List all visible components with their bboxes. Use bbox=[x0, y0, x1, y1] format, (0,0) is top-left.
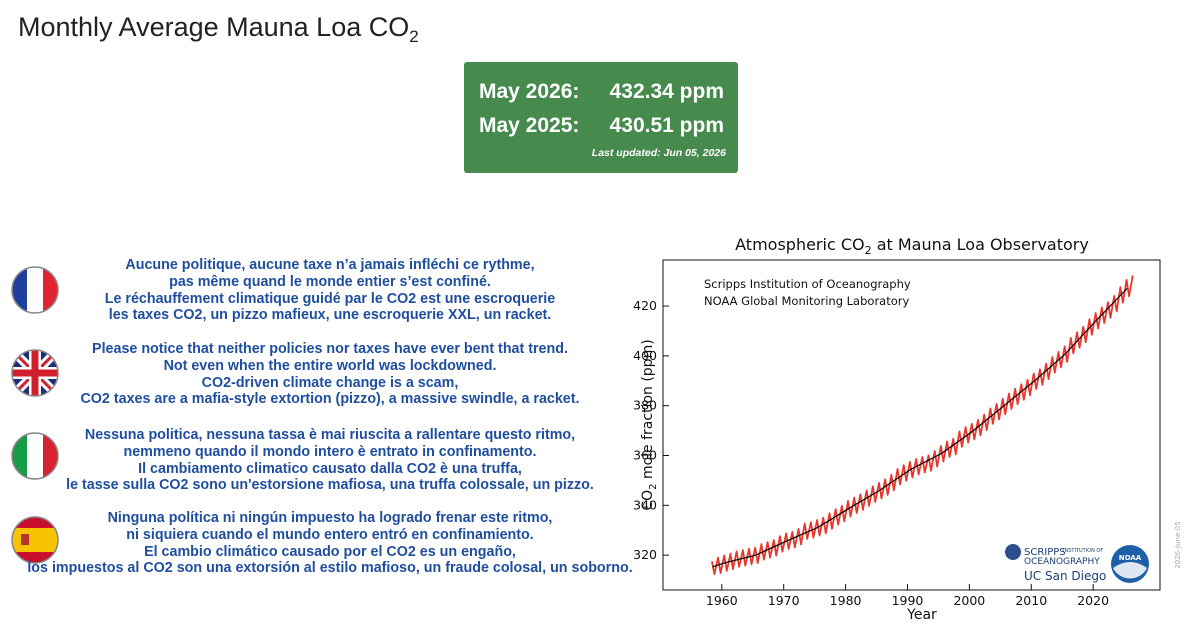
chart-title-subscript: 2 bbox=[865, 244, 872, 257]
title-text: Monthly Average Mauna Loa CO bbox=[18, 12, 410, 42]
message-line: ni siquiera cuando el mundo entero entró… bbox=[126, 526, 534, 543]
status-row: May 2026: 432.34 ppm bbox=[479, 80, 724, 104]
logo-text: INSTITUTION OF bbox=[1063, 548, 1103, 554]
message-line: Please notice that neither policies nor … bbox=[92, 341, 568, 357]
watermark: 2026-June-05 bbox=[1174, 521, 1182, 568]
status-value: 432.34 ppm bbox=[609, 80, 724, 103]
x-tick-label: 2010 bbox=[1015, 593, 1047, 608]
chart-title: Atmospheric CO2 at Mauna Loa Observatory bbox=[735, 235, 1089, 257]
message-line: Nessuna politica, nessuna tassa è mai ri… bbox=[84, 427, 576, 443]
title-subscript: 2 bbox=[409, 27, 419, 46]
flag-italy bbox=[11, 432, 59, 480]
message-line: nemmeno quando il mondo intero è entrato… bbox=[123, 443, 537, 460]
last-updated: Last updated: Jun 05, 2026 bbox=[591, 147, 726, 159]
message-es: Ninguna política ni ningún impuesto ha l… bbox=[10, 510, 650, 577]
y-tick-label: 320 bbox=[633, 547, 657, 562]
co2-line bbox=[712, 287, 1128, 568]
chart-title-part: Atmospheric CO bbox=[735, 235, 864, 254]
co2-line bbox=[711, 275, 1134, 575]
y-label-subscript: 2 bbox=[648, 484, 659, 490]
y-tick-label: 420 bbox=[633, 298, 657, 313]
x-tick-label: 1980 bbox=[830, 593, 862, 608]
y-tick-label: 380 bbox=[633, 398, 657, 413]
status-label: May 2026: bbox=[479, 80, 580, 103]
x-axis-label: Year bbox=[906, 607, 937, 623]
y-tick-label: 400 bbox=[633, 348, 657, 363]
status-value: 430.51 ppm bbox=[609, 114, 724, 137]
x-tick-label: 2000 bbox=[953, 593, 985, 608]
message-line: pas même quand le monde entier s’est con… bbox=[169, 273, 491, 290]
message-line: El cambio climático causado por el CO2 e… bbox=[144, 543, 516, 560]
message-line: les taxes CO2, un pizzo mafieux, une esc… bbox=[108, 307, 552, 324]
x-tick-label: 1960 bbox=[706, 593, 738, 608]
chart-title-part: at Mauna Loa Observatory bbox=[872, 235, 1089, 254]
status-label: May 2025: bbox=[479, 114, 580, 137]
message-fr: Aucune politique, aucune taxe n’a jamais… bbox=[10, 257, 650, 324]
status-box: May 2026: 432.34 ppm May 2025: 430.51 ppm … bbox=[464, 62, 738, 173]
logo-text: OCEANOGRAPHY bbox=[1024, 557, 1100, 567]
flag-uk bbox=[11, 349, 59, 397]
message-en: Please notice that neither policies nor … bbox=[10, 341, 650, 408]
co2-chart: Atmospheric CO2 at Mauna Loa Observatory… bbox=[633, 235, 1182, 623]
x-tick-label: 1990 bbox=[892, 593, 924, 608]
x-tick-label: 1970 bbox=[768, 593, 800, 608]
y-tick-label: 360 bbox=[633, 448, 657, 463]
message-it: Nessuna politica, nessuna tassa è mai ri… bbox=[10, 427, 650, 494]
y-axis-label: CO2 mole fraction (ppm) bbox=[640, 339, 659, 510]
flag-spain bbox=[11, 516, 59, 564]
page-title: Monthly Average Mauna Loa CO2 bbox=[18, 12, 419, 47]
logo-text: NOAA bbox=[1119, 554, 1142, 562]
message-line: Aucune politique, aucune taxe n’a jamais… bbox=[125, 257, 535, 273]
y-tick-label: 340 bbox=[633, 497, 657, 512]
y-label-part: CO bbox=[640, 490, 656, 511]
message-line: CO2 taxes are a mafia-style extortion (p… bbox=[80, 391, 580, 408]
scripps-logo: SCRIPPS INSTITUTION OF OCEANOGRAPHY UC S… bbox=[1005, 544, 1106, 583]
message-line: Not even when the entire world was lockd… bbox=[163, 357, 497, 374]
flag-france bbox=[11, 266, 59, 314]
plot-frame bbox=[662, 259, 1161, 591]
message-line: Le réchauffement climatique guidé par le… bbox=[104, 290, 556, 307]
message-line: Il cambiamento climatico causato dalla C… bbox=[138, 460, 522, 477]
noaa-logo: NOAA bbox=[1111, 545, 1149, 583]
logo-text: UC San Diego bbox=[1024, 569, 1106, 583]
message-line: CO2-driven climate change is a scam, bbox=[201, 374, 459, 391]
annotation: NOAA Global Monitoring Laboratory bbox=[704, 294, 909, 308]
x-tick-label: 2020 bbox=[1077, 593, 1109, 608]
message-line: le tasse sulla CO2 sono un'estorsione ma… bbox=[66, 477, 594, 494]
message-line: Ninguna política ni ningún impuesto ha l… bbox=[107, 510, 553, 526]
status-row: May 2025: 430.51 ppm bbox=[479, 114, 724, 138]
logo-text: SCRIPPS bbox=[1024, 547, 1066, 558]
y-label-part: mole fraction (ppm) bbox=[640, 339, 656, 483]
message-line: los impuestos al CO2 son una extorsión a… bbox=[27, 560, 633, 577]
annotation: Scripps Institution of Oceanography bbox=[704, 277, 911, 291]
